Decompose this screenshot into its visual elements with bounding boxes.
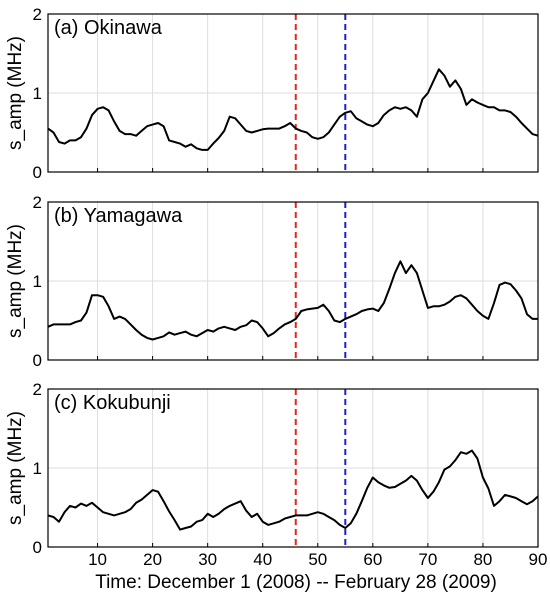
x-tick-label: 80 [473,550,492,569]
x-tick-label: 40 [253,550,272,569]
y-tick-label: 2 [33,193,42,212]
y-tick-label: 1 [33,272,42,291]
chart-panel-3: 0 1 2 10 20 30 40 50 60 70 80 90 s_amp (MHz) (c) Koku… [5,380,547,569]
x-tick-label: 90 [529,550,548,569]
plot-frame [47,13,539,173]
plot-frame [47,388,539,548]
y-tick-label: 2 [33,380,42,399]
chart-panel-2: 0 1 2 s_amp (MHz) (b) Yamagawa [5,193,539,370]
y-tick-label: 1 [33,84,42,103]
y-tick-label: 0 [33,538,42,557]
y-tick-label: 0 [33,351,42,370]
series-line [47,449,539,531]
y-tick-label: 2 [33,5,42,24]
x-tick-label: 30 [198,550,217,569]
panel-title: (b) Yamagawa [54,205,183,227]
y-axis-title: s_amp (MHz) [5,411,26,525]
panels: 0 1 2 s_amp (MHz) (a) Okinawa 0 1 2 s_amp (MHz) (… [5,5,547,569]
x-tick-label: 20 [143,550,162,569]
x-tick-label: 10 [88,550,107,569]
chart-panel-1: 0 1 2 s_amp (MHz) (a) Okinawa [5,5,539,182]
x-tick-label: 50 [308,550,327,569]
y-tick-label: 1 [33,459,42,478]
series-line [47,68,539,151]
plot-frame [47,201,539,361]
panel-title: (a) Okinawa [54,17,163,39]
y-axis-title: s_amp (MHz) [5,224,26,338]
x-tick-label: 70 [418,550,437,569]
series-line [47,260,538,341]
x-tick-label: 60 [363,550,382,569]
y-axis-title: s_amp (MHz) [5,36,26,150]
y-tick-label: 0 [33,163,42,182]
panel-title: (c) Kokubunji [54,392,171,414]
x-axis-title: Time: December 1 (2008) -- February 28 (… [95,572,497,593]
